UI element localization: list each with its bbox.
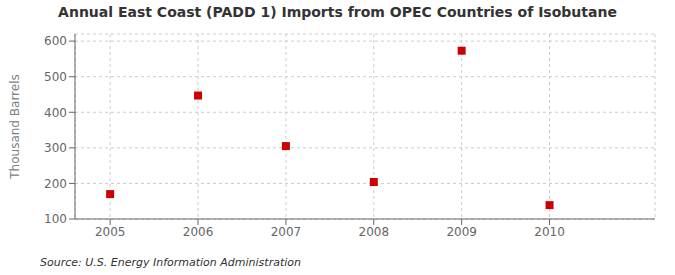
html-text:Source: U.S. Energy Informatio: Source: U.S. Energy Information Administ… <box>40 256 301 269</box>
svg-text:500: 500 <box>44 70 67 84</box>
html-text:Annual East Coast (PADD 1) Imp: Annual East Coast (PADD 1) Imports from … <box>58 4 617 20</box>
svg-text:2009: 2009 <box>446 225 477 239</box>
svg-text:100: 100 <box>44 212 67 226</box>
svg-text:Thousand Barrels: Thousand Barrels <box>8 74 22 179</box>
svg-text:400: 400 <box>44 106 67 120</box>
svg-text:2007: 2007 <box>271 225 302 239</box>
svg-text:300: 300 <box>44 141 67 155</box>
svg-text:2005: 2005 <box>95 225 126 239</box>
svg-text:600: 600 <box>44 34 67 48</box>
svg-text:2008: 2008 <box>359 225 390 239</box>
svg-text:200: 200 <box>44 177 67 191</box>
svg-text:2006: 2006 <box>183 225 214 239</box>
svg-text:2010: 2010 <box>534 225 565 239</box>
